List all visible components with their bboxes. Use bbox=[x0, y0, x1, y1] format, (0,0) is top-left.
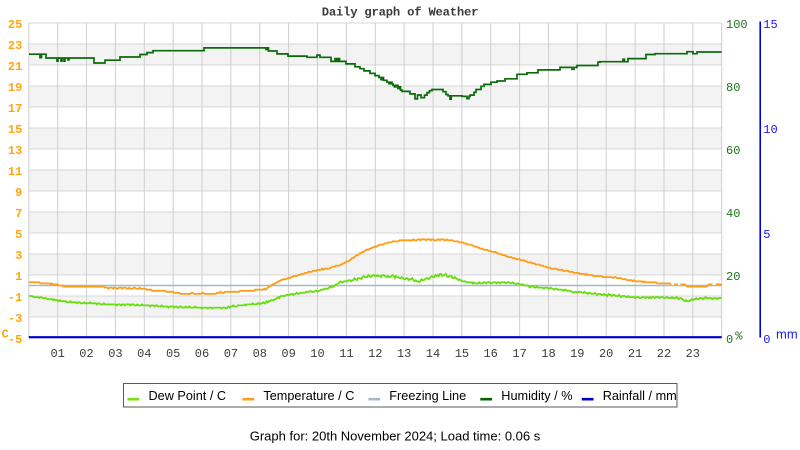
svg-text:11: 11 bbox=[339, 347, 353, 361]
svg-text:09: 09 bbox=[281, 347, 295, 361]
svg-text:03: 03 bbox=[108, 347, 122, 361]
svg-text:%: % bbox=[735, 330, 743, 344]
svg-text:17: 17 bbox=[512, 347, 526, 361]
svg-text:13: 13 bbox=[397, 347, 411, 361]
svg-text:21: 21 bbox=[628, 347, 642, 361]
svg-text:80: 80 bbox=[726, 81, 740, 95]
svg-text:23: 23 bbox=[686, 347, 700, 361]
svg-text:06: 06 bbox=[195, 347, 209, 361]
svg-text:18: 18 bbox=[541, 347, 555, 361]
svg-text:15: 15 bbox=[763, 18, 777, 32]
svg-text:Humidity / %: Humidity / % bbox=[501, 389, 572, 403]
svg-text:100: 100 bbox=[726, 18, 748, 32]
svg-text:7: 7 bbox=[15, 207, 22, 221]
svg-text:Freezing Line: Freezing Line bbox=[389, 389, 466, 403]
svg-text:0: 0 bbox=[763, 333, 770, 347]
svg-text:5: 5 bbox=[763, 228, 770, 242]
svg-text:-5: -5 bbox=[8, 333, 22, 347]
svg-text:3: 3 bbox=[15, 249, 22, 263]
svg-text:22: 22 bbox=[657, 347, 671, 361]
svg-text:1: 1 bbox=[15, 270, 22, 284]
svg-text:60: 60 bbox=[726, 144, 740, 158]
svg-text:05: 05 bbox=[166, 347, 180, 361]
svg-text:15: 15 bbox=[8, 123, 22, 137]
svg-text:08: 08 bbox=[253, 347, 267, 361]
svg-text:20: 20 bbox=[599, 347, 613, 361]
svg-text:10: 10 bbox=[310, 347, 324, 361]
svg-text:01: 01 bbox=[50, 347, 64, 361]
svg-text:17: 17 bbox=[8, 102, 22, 116]
svg-text:mm: mm bbox=[776, 326, 798, 341]
svg-text:04: 04 bbox=[137, 347, 151, 361]
svg-text:19: 19 bbox=[8, 81, 22, 95]
svg-text:Dew Point / C: Dew Point / C bbox=[149, 389, 227, 403]
svg-text:23: 23 bbox=[8, 39, 22, 53]
svg-text:12: 12 bbox=[368, 347, 382, 361]
svg-text:14: 14 bbox=[426, 347, 440, 361]
svg-text:13: 13 bbox=[8, 144, 22, 158]
svg-text:25: 25 bbox=[8, 18, 22, 32]
svg-text:21: 21 bbox=[8, 60, 22, 74]
svg-text:40: 40 bbox=[726, 207, 740, 221]
svg-text:19: 19 bbox=[570, 347, 584, 361]
svg-text:11: 11 bbox=[8, 165, 22, 179]
svg-text:Graph for: 20th November 2024;: Graph for: 20th November 2024; Load time… bbox=[250, 429, 541, 444]
svg-text:Rainfall / mm: Rainfall / mm bbox=[603, 389, 677, 403]
svg-text:C: C bbox=[2, 327, 9, 341]
svg-text:20: 20 bbox=[726, 270, 740, 284]
svg-text:07: 07 bbox=[224, 347, 238, 361]
svg-text:5: 5 bbox=[15, 228, 22, 242]
svg-text:Daily graph of Weather: Daily graph of Weather bbox=[322, 6, 479, 20]
svg-text:0: 0 bbox=[726, 333, 733, 347]
svg-text:-3: -3 bbox=[8, 312, 22, 326]
svg-text:02: 02 bbox=[79, 347, 93, 361]
svg-text:9: 9 bbox=[15, 186, 22, 200]
svg-text:16: 16 bbox=[483, 347, 497, 361]
svg-text:-1: -1 bbox=[8, 291, 22, 305]
svg-text:Temperature / C: Temperature / C bbox=[263, 389, 354, 403]
svg-text:15: 15 bbox=[455, 347, 469, 361]
svg-text:10: 10 bbox=[763, 123, 777, 137]
